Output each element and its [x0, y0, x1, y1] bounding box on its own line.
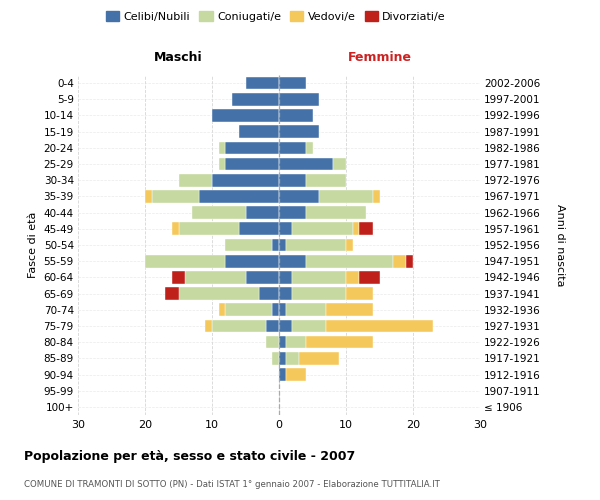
Bar [279, 109, 313, 122]
Bar [179, 222, 239, 235]
Bar [192, 206, 245, 219]
Bar [279, 142, 306, 154]
Bar [279, 304, 286, 316]
Bar [212, 174, 279, 186]
Bar [152, 190, 199, 202]
Bar [165, 288, 179, 300]
Text: Maschi: Maschi [154, 50, 203, 64]
Bar [299, 352, 340, 364]
Bar [172, 271, 185, 283]
Bar [286, 336, 306, 348]
Bar [286, 238, 346, 252]
Bar [239, 126, 279, 138]
Text: Femmine: Femmine [347, 50, 412, 64]
Y-axis label: Fasce di età: Fasce di età [28, 212, 38, 278]
Bar [279, 158, 332, 170]
Bar [393, 255, 406, 268]
Bar [226, 158, 279, 170]
Bar [279, 93, 319, 106]
Bar [306, 336, 373, 348]
Bar [332, 158, 346, 170]
Bar [145, 255, 226, 268]
Bar [292, 320, 326, 332]
Bar [292, 288, 346, 300]
Bar [373, 190, 380, 202]
Legend: Celibi/Nubili, Coniugati/e, Vedovi/e, Divorziati/e: Celibi/Nubili, Coniugati/e, Vedovi/e, Di… [103, 8, 449, 25]
Bar [286, 368, 306, 381]
Bar [292, 222, 353, 235]
Bar [279, 190, 319, 202]
Bar [279, 206, 306, 219]
Bar [279, 222, 292, 235]
Bar [279, 368, 286, 381]
Bar [239, 222, 279, 235]
Bar [172, 222, 179, 235]
Bar [279, 174, 306, 186]
Bar [279, 77, 306, 90]
Bar [272, 304, 279, 316]
Bar [359, 222, 373, 235]
Bar [353, 222, 359, 235]
Bar [286, 352, 299, 364]
Bar [226, 255, 279, 268]
Bar [279, 126, 319, 138]
Bar [199, 190, 279, 202]
Bar [306, 255, 393, 268]
Bar [272, 238, 279, 252]
Bar [279, 336, 286, 348]
Bar [306, 174, 346, 186]
Bar [326, 304, 373, 316]
Bar [219, 158, 226, 170]
Bar [219, 304, 226, 316]
Bar [245, 271, 279, 283]
Bar [266, 320, 279, 332]
Bar [306, 142, 313, 154]
Bar [272, 352, 279, 364]
Text: COMUNE DI TRAMONTI DI SOTTO (PN) - Dati ISTAT 1° gennaio 2007 - Elaborazione TUT: COMUNE DI TRAMONTI DI SOTTO (PN) - Dati … [24, 480, 440, 489]
Bar [179, 174, 212, 186]
Bar [226, 238, 272, 252]
Bar [306, 206, 366, 219]
Bar [266, 336, 279, 348]
Bar [279, 255, 306, 268]
Bar [286, 304, 326, 316]
Bar [279, 238, 286, 252]
Bar [279, 271, 292, 283]
Bar [245, 77, 279, 90]
Bar [145, 190, 152, 202]
Bar [245, 206, 279, 219]
Text: Popolazione per età, sesso e stato civile - 2007: Popolazione per età, sesso e stato civil… [24, 450, 355, 463]
Bar [279, 352, 286, 364]
Bar [185, 271, 245, 283]
Bar [292, 271, 346, 283]
Bar [326, 320, 433, 332]
Bar [212, 109, 279, 122]
Bar [346, 271, 359, 283]
Bar [319, 190, 373, 202]
Bar [226, 142, 279, 154]
Bar [219, 142, 226, 154]
Bar [232, 93, 279, 106]
Bar [359, 271, 380, 283]
Bar [205, 320, 212, 332]
Y-axis label: Anni di nascita: Anni di nascita [555, 204, 565, 286]
Bar [259, 288, 279, 300]
Bar [212, 320, 266, 332]
Bar [279, 320, 292, 332]
Bar [406, 255, 413, 268]
Bar [346, 288, 373, 300]
Bar [226, 304, 272, 316]
Bar [346, 238, 353, 252]
Bar [179, 288, 259, 300]
Bar [279, 288, 292, 300]
